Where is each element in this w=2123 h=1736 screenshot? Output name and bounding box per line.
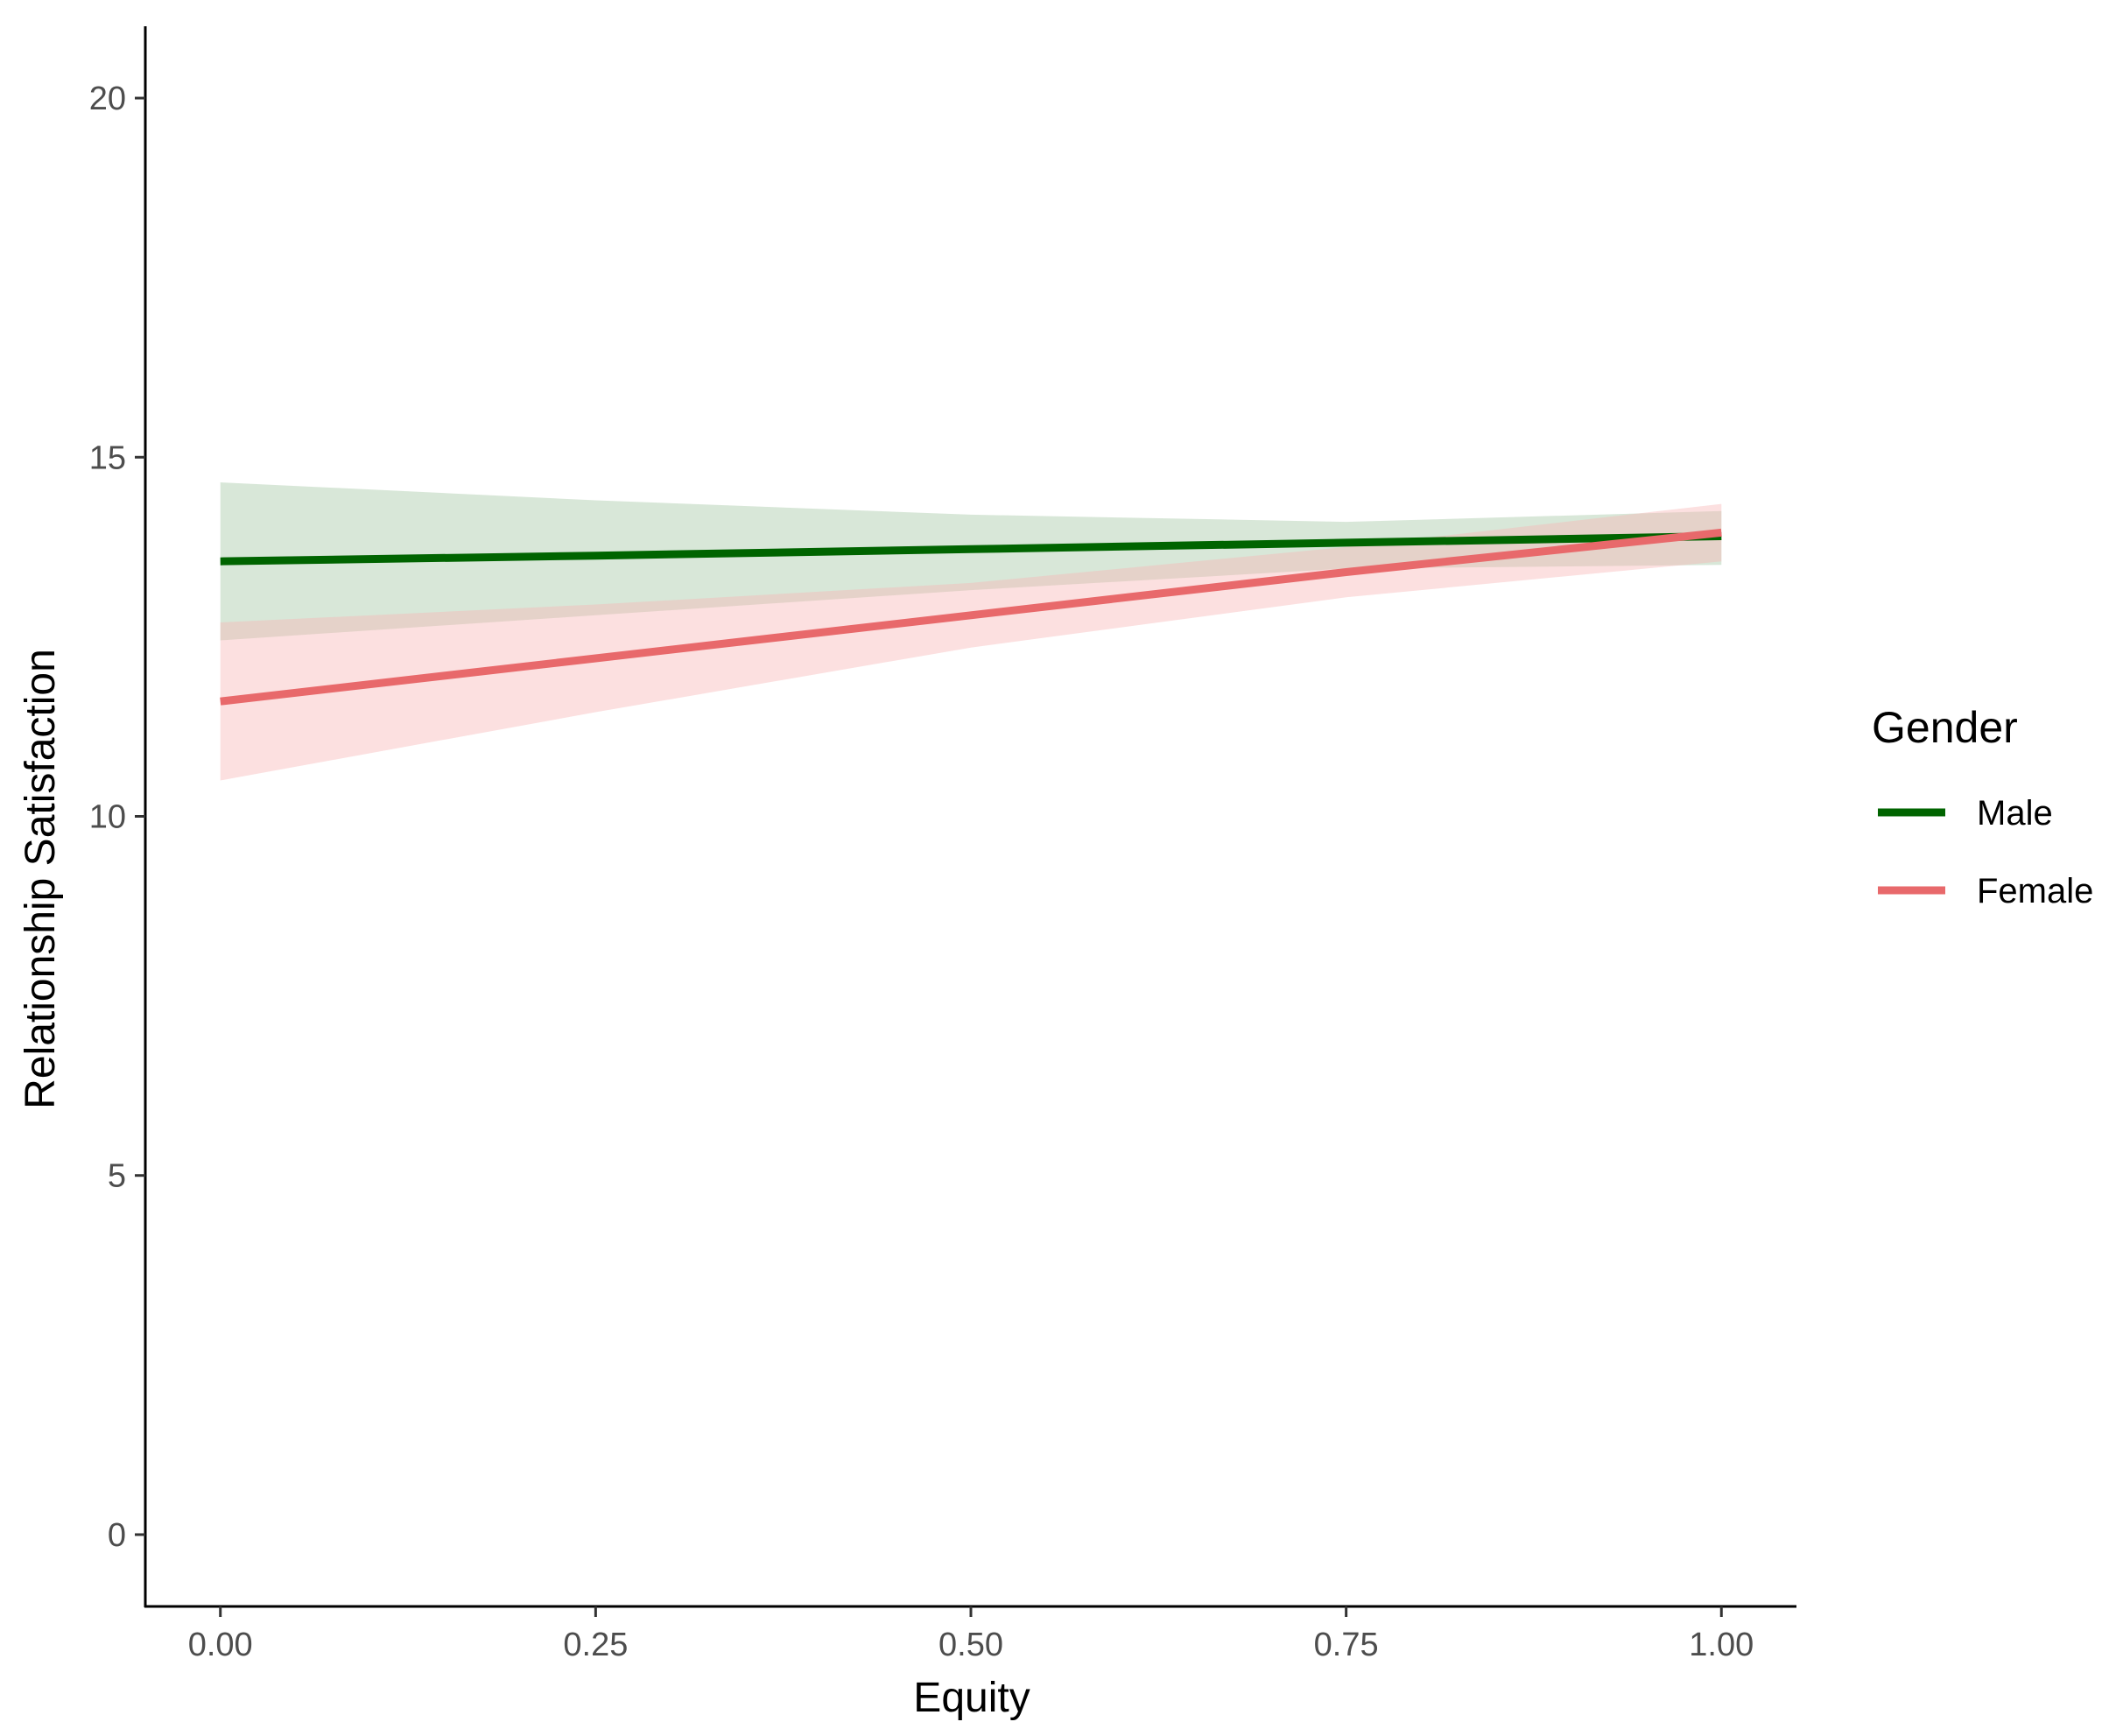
x-tick-label: 1.00 bbox=[1689, 1627, 1754, 1663]
legend-label-male: Male bbox=[1977, 794, 2053, 833]
legend: Gender Male Female bbox=[1872, 703, 2093, 910]
legend-label-female: Female bbox=[1977, 872, 2093, 910]
series-line-female bbox=[220, 528, 1722, 706]
y-axis-title: Relationship Satisfaction bbox=[18, 649, 64, 1109]
y-tick-label: 0 bbox=[108, 1517, 126, 1554]
legend-items: Male Female bbox=[1878, 794, 2093, 910]
axes: 0 5 10 15 20 0.00 0.25 0.50 0.75 1.00 bbox=[89, 26, 1796, 1663]
x-tick-label: 0.25 bbox=[563, 1627, 628, 1663]
legend-item-female: Female bbox=[1878, 872, 2093, 910]
x-tick-label: 0.50 bbox=[938, 1627, 1003, 1663]
y-tick-label: 20 bbox=[89, 81, 126, 117]
x-axis-title: Equity bbox=[913, 1675, 1030, 1721]
y-tick-label: 5 bbox=[108, 1158, 126, 1195]
ci-band-male bbox=[220, 482, 1722, 641]
series-line-male bbox=[220, 532, 1722, 566]
x-tick-label: 0.00 bbox=[188, 1627, 253, 1663]
y-tick-label: 10 bbox=[89, 799, 126, 836]
legend-item-male: Male bbox=[1878, 794, 2053, 833]
x-tick-label: 0.75 bbox=[1314, 1627, 1379, 1663]
y-tick-label: 15 bbox=[89, 439, 126, 476]
legend-title: Gender bbox=[1872, 703, 2018, 752]
plot-area bbox=[220, 482, 1722, 781]
